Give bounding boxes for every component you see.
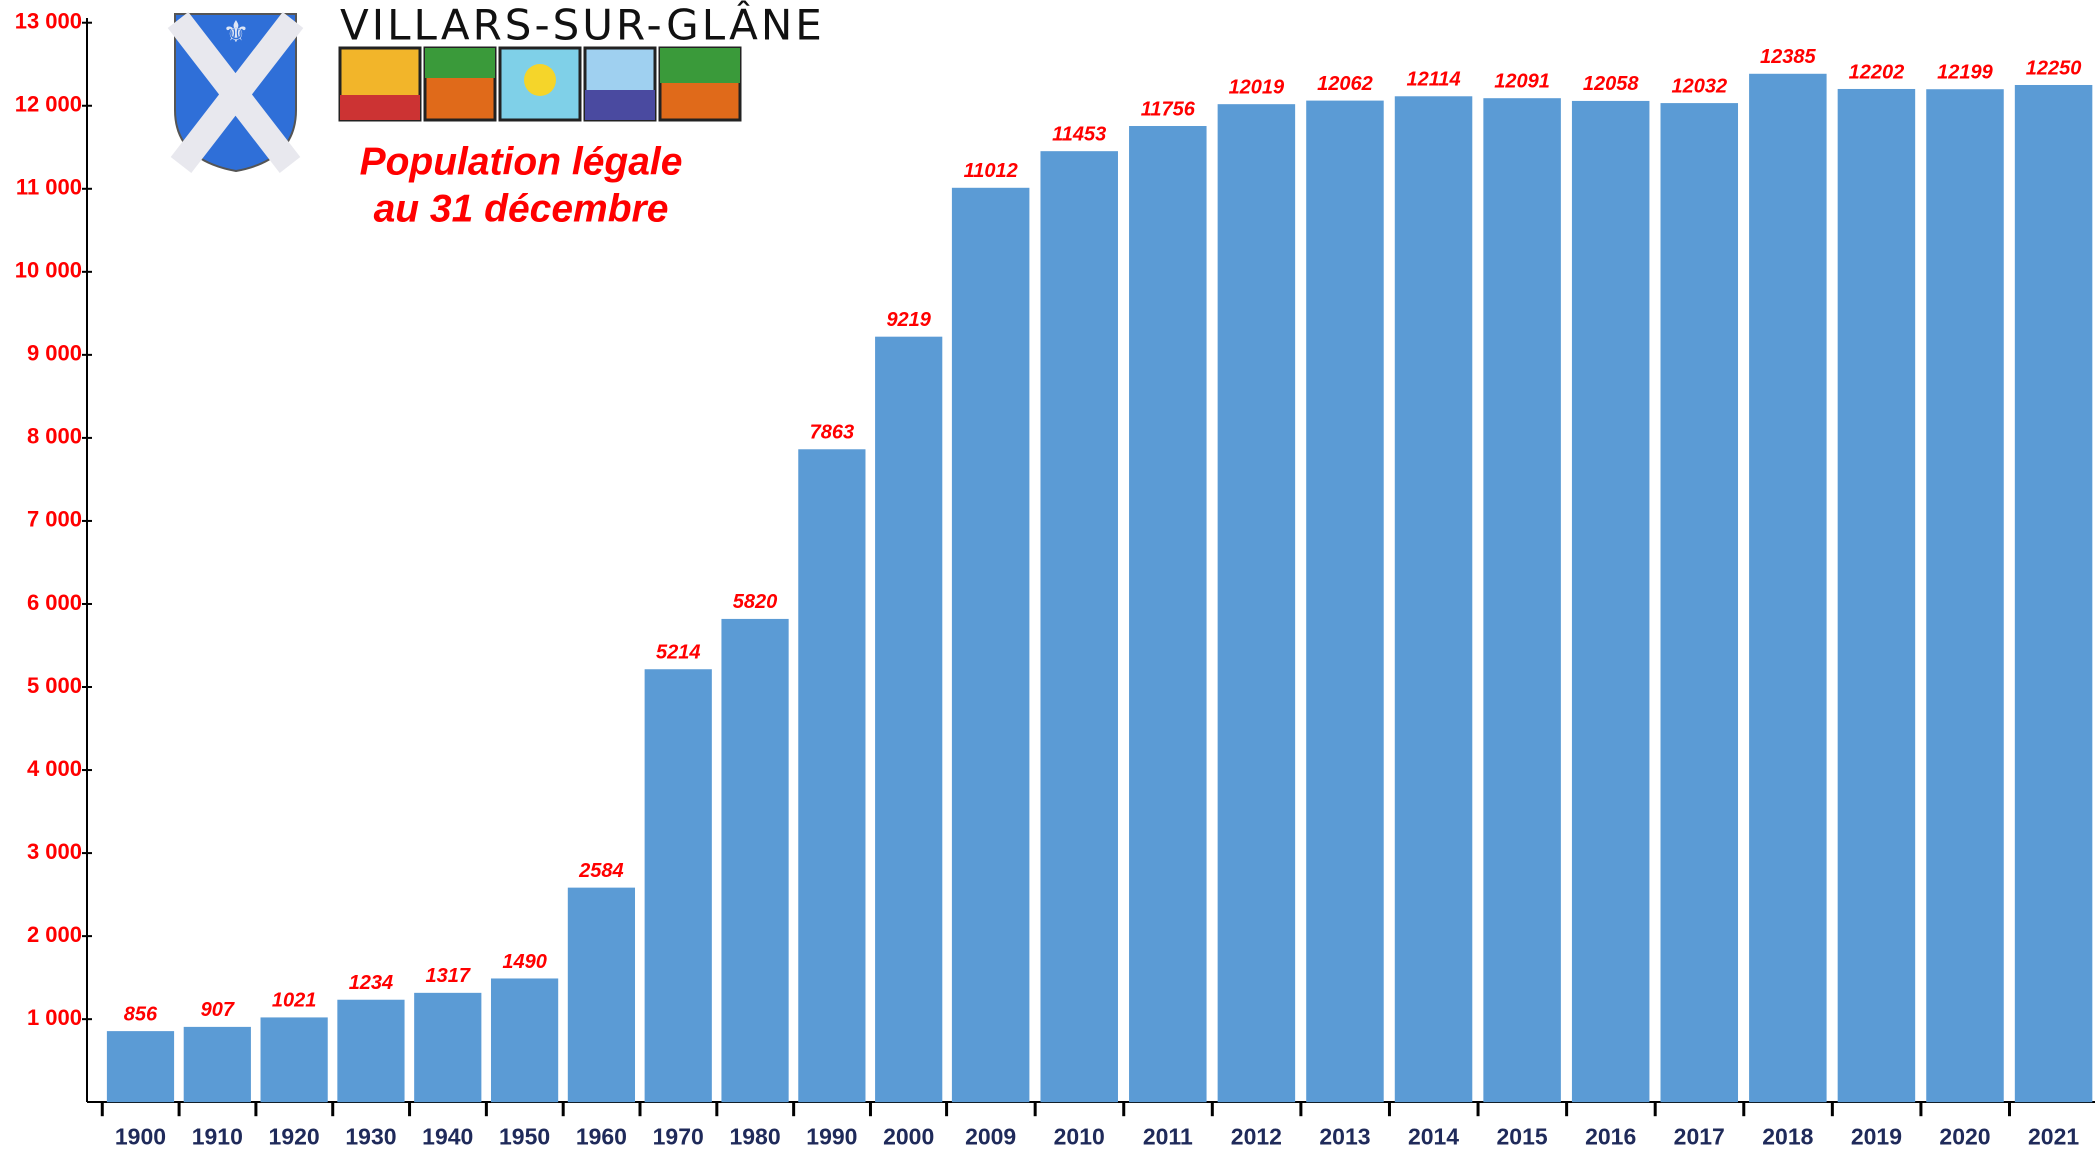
bar bbox=[1129, 126, 1207, 1102]
bar bbox=[645, 669, 712, 1102]
chart-title: au 31 décembre bbox=[374, 187, 669, 230]
x-tick-label: 2000 bbox=[883, 1123, 934, 1149]
coat-of-arms: ⚜ bbox=[175, 14, 296, 171]
x-tick-label: 2012 bbox=[1231, 1123, 1282, 1149]
y-tick-label: 9 000 bbox=[27, 341, 82, 366]
bar bbox=[721, 619, 788, 1102]
x-tick-label: 2020 bbox=[1939, 1123, 1990, 1149]
bar bbox=[261, 1017, 328, 1102]
x-tick-label: 2010 bbox=[1054, 1123, 1105, 1149]
y-tick-label: 5 000 bbox=[27, 673, 82, 698]
chart: ⚜ VILLARS-SUR-GLÂNE Population légale au… bbox=[0, 0, 2095, 1152]
x-tick-label: 2011 bbox=[1143, 1123, 1193, 1149]
y-tick-label: 1 000 bbox=[27, 1005, 82, 1030]
bar bbox=[568, 888, 635, 1103]
x-tick-label: 1970 bbox=[653, 1123, 704, 1149]
value-label: 907 bbox=[201, 999, 235, 1021]
value-label: 12091 bbox=[1494, 70, 1550, 92]
bar bbox=[1483, 98, 1561, 1102]
value-label: 1234 bbox=[349, 972, 394, 994]
value-label: 1317 bbox=[426, 965, 471, 987]
chart-title: Population légale bbox=[360, 140, 683, 183]
bar bbox=[184, 1027, 251, 1102]
bar bbox=[337, 1000, 404, 1102]
x-tick-label: 1950 bbox=[499, 1123, 550, 1149]
bar bbox=[1040, 151, 1118, 1102]
bar bbox=[2015, 85, 2093, 1102]
x-tick-label: 2009 bbox=[965, 1123, 1016, 1149]
x-tick-label: 1910 bbox=[192, 1123, 243, 1149]
bar bbox=[1838, 89, 1916, 1102]
bar bbox=[875, 337, 942, 1103]
x-tick-label: 1940 bbox=[422, 1123, 473, 1149]
x-tick-label: 1930 bbox=[345, 1123, 396, 1149]
value-label: 12202 bbox=[1849, 61, 1905, 83]
logo-strip bbox=[340, 48, 740, 120]
value-label: 11012 bbox=[964, 160, 1018, 182]
logo-text: VILLARS-SUR-GLÂNE bbox=[340, 0, 825, 50]
value-label: 12058 bbox=[1583, 73, 1639, 95]
value-label: 2584 bbox=[578, 860, 624, 882]
x-tick-label: 2021 bbox=[2028, 1123, 2079, 1149]
y-tick-label: 6 000 bbox=[27, 590, 82, 615]
value-label: 12019 bbox=[1229, 76, 1285, 98]
value-label: 5214 bbox=[656, 642, 701, 664]
x-tick-label: 2013 bbox=[1319, 1123, 1370, 1149]
y-tick-label: 3 000 bbox=[27, 839, 82, 864]
page: {"chart_data": {"type": "bar", "logo_tex… bbox=[0, 0, 2095, 1152]
x-tick-label: 1900 bbox=[115, 1123, 166, 1149]
y-tick-label: 4 000 bbox=[27, 756, 82, 781]
svg-text:⚜: ⚜ bbox=[223, 16, 250, 49]
x-tick-label: 1920 bbox=[269, 1123, 320, 1149]
bar bbox=[952, 188, 1030, 1102]
value-label: 856 bbox=[124, 1003, 158, 1025]
x-tick-label: 1990 bbox=[806, 1123, 857, 1149]
bar bbox=[1306, 101, 1384, 1103]
value-label: 1021 bbox=[272, 990, 317, 1012]
value-label: 12114 bbox=[1406, 69, 1460, 91]
bar bbox=[107, 1031, 174, 1102]
bar bbox=[798, 449, 865, 1102]
value-label: 11756 bbox=[1141, 98, 1196, 120]
x-tick-label: 2016 bbox=[1585, 1123, 1636, 1149]
bar bbox=[1395, 96, 1473, 1102]
value-label: 12032 bbox=[1671, 75, 1727, 97]
y-tick-label: 11 000 bbox=[16, 175, 82, 200]
value-label: 12385 bbox=[1760, 46, 1816, 68]
value-label: 7863 bbox=[810, 422, 855, 444]
y-tick-label: 7 000 bbox=[27, 507, 82, 532]
bar bbox=[1572, 101, 1650, 1102]
x-tick-label: 2014 bbox=[1408, 1123, 1459, 1149]
x-tick-label: 2015 bbox=[1497, 1123, 1548, 1149]
y-tick-label: 10 000 bbox=[15, 258, 82, 283]
value-label: 12199 bbox=[1937, 62, 1993, 84]
y-tick-label: 8 000 bbox=[27, 424, 82, 449]
value-label: 12062 bbox=[1317, 73, 1373, 95]
value-label: 5820 bbox=[733, 591, 778, 613]
bar bbox=[1661, 103, 1739, 1102]
bar bbox=[1926, 89, 2004, 1102]
value-label: 9219 bbox=[886, 309, 931, 331]
x-tick-label: 1960 bbox=[576, 1123, 627, 1149]
x-tick-label: 1980 bbox=[729, 1123, 780, 1149]
x-tick-label: 2017 bbox=[1674, 1123, 1725, 1149]
bar bbox=[491, 978, 558, 1102]
bar bbox=[1749, 74, 1827, 1102]
value-label: 11453 bbox=[1052, 123, 1106, 145]
bar bbox=[1218, 104, 1296, 1102]
y-tick-label: 13 000 bbox=[15, 9, 82, 34]
x-tick-label: 2018 bbox=[1762, 1123, 1813, 1149]
x-tick-label: 2019 bbox=[1851, 1123, 1902, 1149]
value-label: 1490 bbox=[502, 951, 547, 973]
value-label: 12250 bbox=[2026, 57, 2082, 79]
y-tick-label: 2 000 bbox=[27, 922, 82, 947]
bar bbox=[414, 993, 481, 1102]
y-tick-label: 12 000 bbox=[15, 92, 82, 117]
